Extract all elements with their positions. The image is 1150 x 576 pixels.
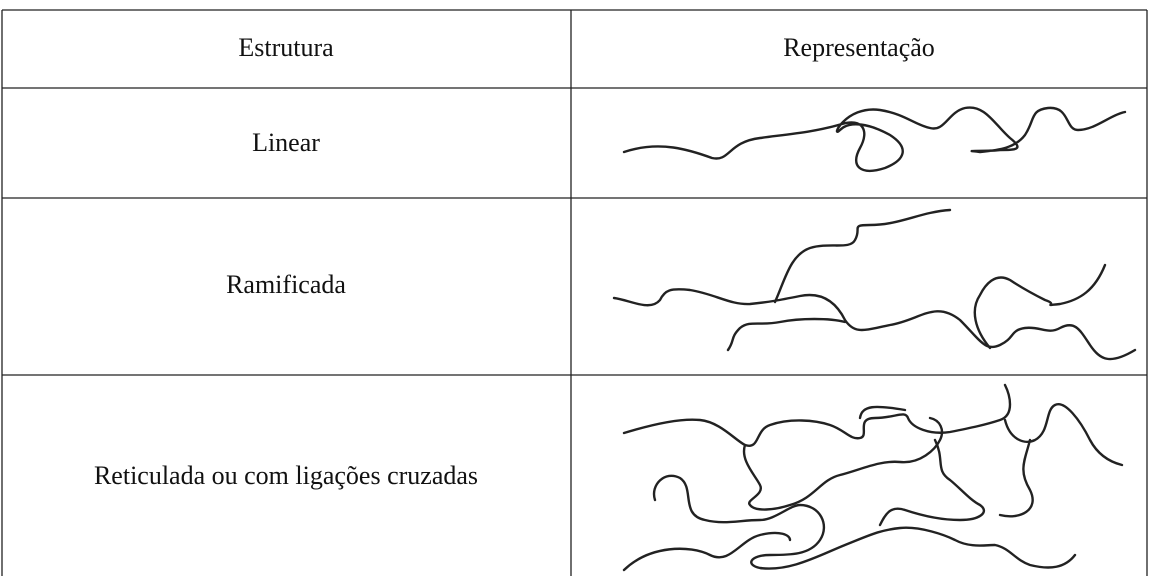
row-label: Ramificada bbox=[226, 270, 346, 299]
crosslinked-drawing bbox=[622, 383, 1124, 572]
header-cell: Representação bbox=[783, 33, 935, 62]
branched-drawing bbox=[612, 208, 1137, 361]
row-label: Reticulada ou com ligações cruzadas bbox=[94, 461, 478, 490]
row-label: Linear bbox=[252, 128, 320, 157]
linear-drawing bbox=[622, 106, 1127, 172]
header-cell: Estrutura bbox=[238, 33, 334, 62]
table-borders bbox=[1, 9, 1148, 576]
